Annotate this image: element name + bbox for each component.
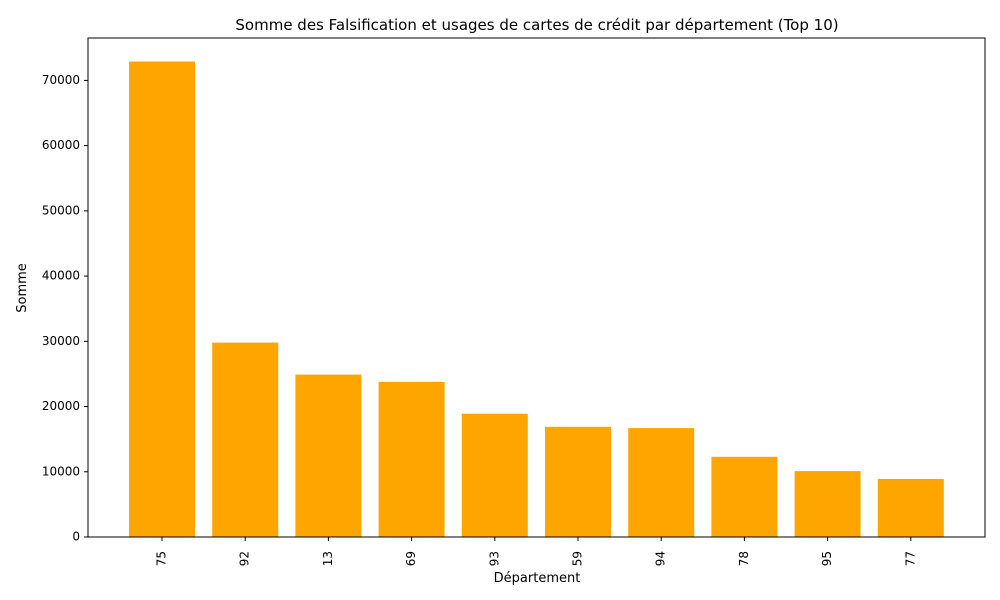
x-tick-label: 77 <box>903 551 917 566</box>
x-axis: 75 92 13 69 93 59 94 78 95 77 <box>155 537 917 566</box>
bar-78 <box>711 456 778 537</box>
bar-93 <box>461 413 528 537</box>
bar-59 <box>545 426 611 537</box>
y-tick-label: 40000 <box>42 269 80 283</box>
y-tick-label: 20000 <box>42 399 80 413</box>
y-tick-label: 10000 <box>42 464 80 478</box>
x-tick-label: 69 <box>404 551 418 566</box>
bar-92 <box>212 342 279 537</box>
bar-94 <box>628 428 695 537</box>
chart-title: Somme des Falsification et usages de car… <box>235 16 838 34</box>
x-tick-label: 95 <box>820 551 834 566</box>
x-tick-label: 59 <box>571 551 585 566</box>
y-axis-label: Somme <box>15 263 30 313</box>
x-tick-label: 93 <box>487 551 501 566</box>
bar-69 <box>378 381 445 537</box>
x-tick-label: 75 <box>155 551 169 566</box>
plot-frame <box>87 37 986 538</box>
bars-group <box>129 61 944 537</box>
y-tick-label: 0 <box>72 530 80 544</box>
x-tick-label: 92 <box>238 551 252 566</box>
x-tick-label: 13 <box>321 551 335 566</box>
x-tick-label: 94 <box>654 551 668 566</box>
bar-77 <box>877 478 944 537</box>
bar-75 <box>129 61 195 537</box>
y-tick-label: 60000 <box>42 138 80 152</box>
y-axis: 0 10000 20000 30000 40000 50000 60000 70000 <box>42 73 88 544</box>
y-tick-label: 50000 <box>42 203 80 217</box>
y-tick-label: 70000 <box>42 73 80 87</box>
bar-95 <box>794 471 861 537</box>
x-tick-label: 78 <box>737 551 751 566</box>
x-axis-label: Département <box>494 571 581 586</box>
bar-13 <box>295 374 362 537</box>
y-tick-label: 30000 <box>42 334 80 348</box>
